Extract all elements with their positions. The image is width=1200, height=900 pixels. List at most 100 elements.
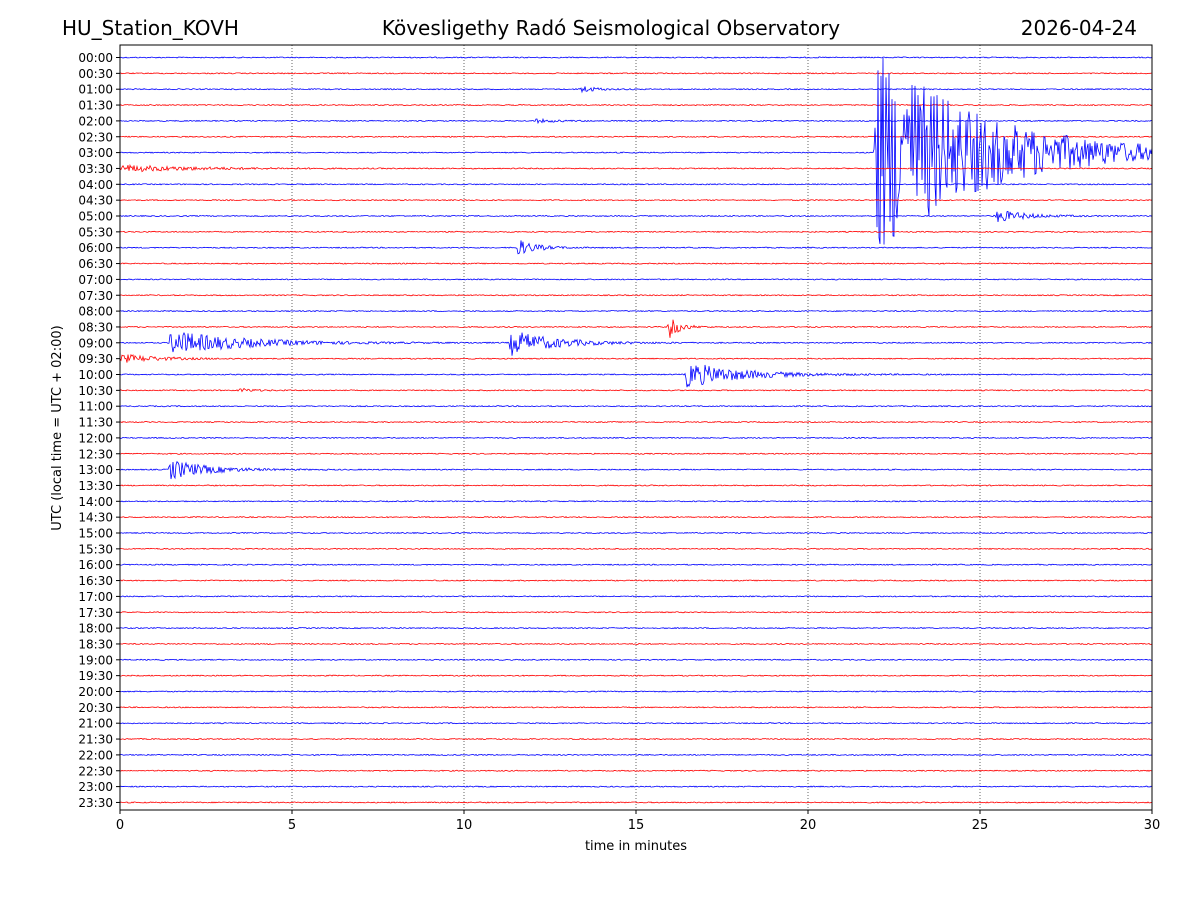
- trace-0930: [119, 353, 1153, 363]
- y-tick-label: 01:00: [78, 83, 113, 97]
- y-tick-label: 10:30: [78, 384, 113, 398]
- trace-0200: [119, 117, 1153, 125]
- trace-0000: [119, 56, 1153, 59]
- trace-0600: [119, 240, 1153, 255]
- y-tick-label: 23:30: [78, 796, 113, 810]
- trace-1730: [119, 611, 1153, 614]
- y-tick-label: 23:00: [78, 780, 113, 794]
- y-tick-label: 11:00: [78, 400, 113, 414]
- trace-2300: [119, 785, 1153, 788]
- y-tick-label: 03:00: [78, 146, 113, 160]
- trace-2200: [119, 753, 1153, 756]
- y-tick-label: 13:00: [78, 463, 113, 477]
- y-tick-label: 00:30: [78, 67, 113, 81]
- trace-2330: [119, 801, 1153, 804]
- y-tick-label: 02:30: [78, 130, 113, 144]
- observatory-title: Kövesligethy Radó Seismological Observat…: [382, 16, 840, 40]
- trace-1630: [119, 579, 1153, 582]
- trace-2100: [119, 722, 1153, 725]
- y-tick-label: 20:30: [78, 701, 113, 715]
- trace-1030: [119, 387, 1153, 393]
- y-tick-label: 10:00: [78, 368, 113, 382]
- y-tick-label: 17:30: [78, 606, 113, 620]
- x-tick-label-20: 20: [800, 818, 817, 833]
- y-axis-label: UTC (local time = UTC + 02:00): [50, 325, 65, 530]
- y-tick-label: 21:00: [78, 717, 113, 731]
- trace-1430: [119, 516, 1153, 519]
- x-axis-label: time in minutes: [585, 839, 687, 854]
- y-tick-label: 21:30: [78, 733, 113, 747]
- x-tick-label-10: 10: [456, 818, 473, 833]
- trace-0030: [119, 72, 1153, 75]
- trace-1800: [119, 627, 1153, 630]
- y-tick-label: 06:30: [78, 257, 113, 271]
- x-tick-label-15: 15: [628, 818, 645, 833]
- x-tick-label-0: 0: [116, 818, 124, 833]
- y-tick-label: 16:30: [78, 574, 113, 588]
- y-tick-label: 09:30: [78, 352, 113, 366]
- y-tick-label: 14:00: [78, 495, 113, 509]
- y-tick-label: 15:00: [78, 527, 113, 541]
- trace-1100: [119, 405, 1153, 408]
- y-tick-label: 22:00: [78, 748, 113, 762]
- trace-0900: [119, 332, 1153, 356]
- trace-1000: [119, 364, 1153, 388]
- trace-2230: [119, 769, 1153, 772]
- trace-0500: [119, 210, 1153, 223]
- y-tick-label: 05:30: [78, 225, 113, 239]
- y-tick-label: 06:00: [78, 241, 113, 255]
- y-tick-label: 08:00: [78, 305, 113, 319]
- trace-0330: [119, 163, 1153, 173]
- y-tick-label: 16:00: [78, 558, 113, 572]
- x-axis-ticks: 0 5 10 15 20 25 30: [116, 810, 1160, 833]
- trace-1830: [119, 642, 1153, 646]
- y-tick-label: 04:30: [78, 194, 113, 208]
- trace-1300: [119, 460, 1153, 480]
- y-tick-label: 22:30: [78, 764, 113, 778]
- trace-1400: [119, 500, 1153, 503]
- y-tick-label: 07:30: [78, 289, 113, 303]
- trace-0300: [119, 57, 1153, 245]
- trace-1200: [119, 436, 1153, 439]
- trace-1930: [119, 674, 1153, 677]
- trace-0530: [119, 230, 1153, 233]
- x-tick-label-30: 30: [1144, 818, 1161, 833]
- y-tick-label: 07:00: [78, 273, 113, 287]
- trace-2030: [119, 706, 1153, 709]
- trace-1230: [119, 452, 1153, 455]
- trace-0430: [119, 199, 1153, 202]
- trace-0730: [119, 294, 1153, 297]
- y-tick-label: 02:00: [78, 114, 113, 128]
- trace-0830: [119, 319, 1153, 338]
- y-tick-label: 12:30: [78, 447, 113, 461]
- y-tick-label: 00:00: [78, 51, 113, 65]
- y-tick-label: 15:30: [78, 542, 113, 556]
- x-tick-label-25: 25: [972, 818, 989, 833]
- y-tick-label: 18:00: [78, 622, 113, 636]
- y-tick-label: 14:30: [78, 511, 113, 525]
- trace-1330: [119, 484, 1153, 487]
- seismic-traces: [119, 56, 1153, 804]
- y-tick-label: 08:30: [78, 320, 113, 334]
- y-tick-label: 17:00: [78, 590, 113, 604]
- trace-1530: [119, 547, 1153, 550]
- trace-2130: [119, 737, 1153, 741]
- y-tick-label: 12:00: [78, 431, 113, 445]
- trace-1500: [119, 531, 1153, 535]
- trace-0100: [119, 86, 1153, 94]
- trace-1700: [119, 595, 1153, 598]
- trace-0400: [119, 183, 1153, 186]
- trace-2000: [119, 690, 1153, 693]
- y-tick-label: 11:30: [78, 416, 113, 430]
- trace-0800: [119, 310, 1153, 313]
- trace-0630: [119, 262, 1153, 265]
- y-tick-label: 05:00: [78, 210, 113, 224]
- y-tick-label: 13:30: [78, 479, 113, 493]
- trace-1900: [119, 658, 1153, 661]
- date-title: 2026-04-24: [1021, 16, 1137, 40]
- x-tick-label-5: 5: [288, 818, 296, 833]
- y-tick-label: 01:30: [78, 99, 113, 113]
